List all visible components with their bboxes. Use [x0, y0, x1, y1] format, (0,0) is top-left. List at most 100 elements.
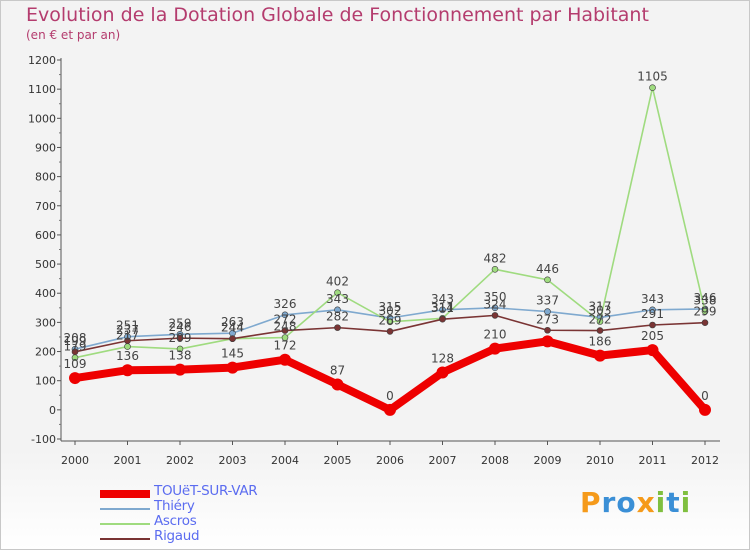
data-point: [384, 403, 396, 416]
data-point: [646, 344, 659, 357]
legend-swatch: [100, 508, 150, 510]
data-label: 272: [589, 313, 612, 327]
data-label: 338: [694, 293, 717, 307]
data-label: 402: [326, 275, 349, 289]
y-tick-label: 600: [35, 229, 56, 242]
data-point: [124, 337, 131, 345]
data-point: [69, 372, 81, 385]
data-point: [439, 315, 446, 323]
data-point: [386, 328, 394, 335]
data-point: [596, 318, 604, 325]
logo-letter: x: [636, 486, 656, 519]
data-label: 210: [484, 328, 507, 342]
x-tick-label: 2002: [166, 454, 194, 467]
data-label: 482: [484, 251, 507, 265]
y-tick-label: 800: [35, 171, 56, 184]
legend-swatch: [100, 490, 150, 498]
x-tick-label: 2009: [534, 454, 562, 467]
data-label: 136: [116, 349, 139, 363]
data-point: [334, 306, 341, 314]
data-point: [544, 276, 551, 284]
data-label: 179: [64, 340, 87, 354]
data-label: 1105: [637, 70, 668, 84]
x-tick-label: 2006: [376, 454, 404, 467]
y-tick-label: 500: [35, 258, 56, 271]
data-point: [226, 361, 239, 374]
data-label: 172: [274, 339, 297, 353]
data-point: [649, 321, 656, 329]
data-point: [176, 345, 184, 353]
data-point: [699, 403, 711, 416]
data-label: 0: [386, 389, 394, 403]
data-label: 217: [116, 329, 139, 343]
data-point: [279, 353, 291, 366]
data-label: 109: [64, 357, 87, 371]
data-label: 350: [484, 290, 507, 304]
y-tick-label: -100: [31, 433, 56, 446]
chart-title: Evolution de la Dotation Globale de Fonc…: [26, 4, 649, 26]
y-tick-label: 100: [35, 375, 56, 388]
data-label: 302: [379, 304, 402, 318]
data-point: [281, 327, 289, 334]
data-point: [334, 324, 341, 331]
x-tick-label: 2012: [691, 454, 719, 467]
data-point: [489, 342, 501, 355]
data-point: [439, 306, 446, 314]
data-label: 272: [274, 313, 297, 327]
data-label: 324: [484, 297, 507, 311]
legend-label: Thiéry: [154, 498, 195, 514]
data-point: [281, 334, 289, 341]
data-label: 209: [169, 331, 192, 345]
logo-letter: t: [666, 486, 681, 519]
data-label: 317: [589, 299, 612, 313]
logo-letter: i: [680, 486, 692, 519]
data-point: [174, 363, 186, 376]
data-point: [701, 319, 709, 326]
data-point: [491, 312, 499, 319]
data-label: 138: [169, 349, 192, 363]
data-point: [386, 318, 394, 326]
x-tick-label: 2000: [61, 454, 89, 467]
x-tick-label: 2008: [481, 454, 509, 467]
x-tick-label: 2001: [114, 454, 142, 467]
data-point: [649, 84, 656, 91]
data-label: 244: [221, 321, 244, 335]
data-label: 326: [274, 297, 297, 311]
y-tick-label: 700: [35, 200, 56, 213]
y-tick-label: 1100: [28, 83, 56, 96]
data-point: [596, 327, 604, 334]
logo-letter: P: [580, 486, 602, 519]
data-label: 87: [330, 363, 345, 377]
data-label: 128: [431, 352, 454, 366]
data-label: 291: [641, 307, 664, 321]
legend-swatch: [100, 538, 150, 540]
data-point: [121, 364, 134, 377]
data-label: 259: [169, 316, 192, 330]
data-label: 186: [589, 335, 612, 349]
data-label: 244: [221, 321, 244, 335]
legend-swatch: [100, 523, 150, 525]
data-label: 251: [116, 319, 139, 333]
data-point: [544, 308, 551, 315]
data-point: [334, 289, 341, 296]
data-label: 337: [536, 294, 559, 308]
logo-letter: o: [616, 486, 637, 519]
data-point: [544, 326, 551, 334]
data-point: [331, 378, 344, 391]
data-point: [436, 366, 449, 379]
y-tick-label: 300: [35, 316, 56, 329]
x-tick-label: 2011: [639, 454, 667, 467]
data-label: 346: [694, 291, 717, 305]
data-point: [71, 348, 79, 356]
data-label: 145: [221, 347, 244, 361]
data-point: [176, 334, 184, 342]
data-label: 248: [274, 320, 297, 334]
data-point: [281, 311, 289, 319]
x-tick-label: 2005: [324, 454, 352, 467]
y-tick-label: 1200: [28, 54, 56, 67]
data-label: 269: [379, 313, 402, 327]
data-label: 315: [379, 300, 402, 314]
data-point: [491, 266, 499, 273]
x-tick-label: 2010: [586, 454, 614, 467]
chart-subtitle: (en € et par an): [26, 28, 121, 42]
